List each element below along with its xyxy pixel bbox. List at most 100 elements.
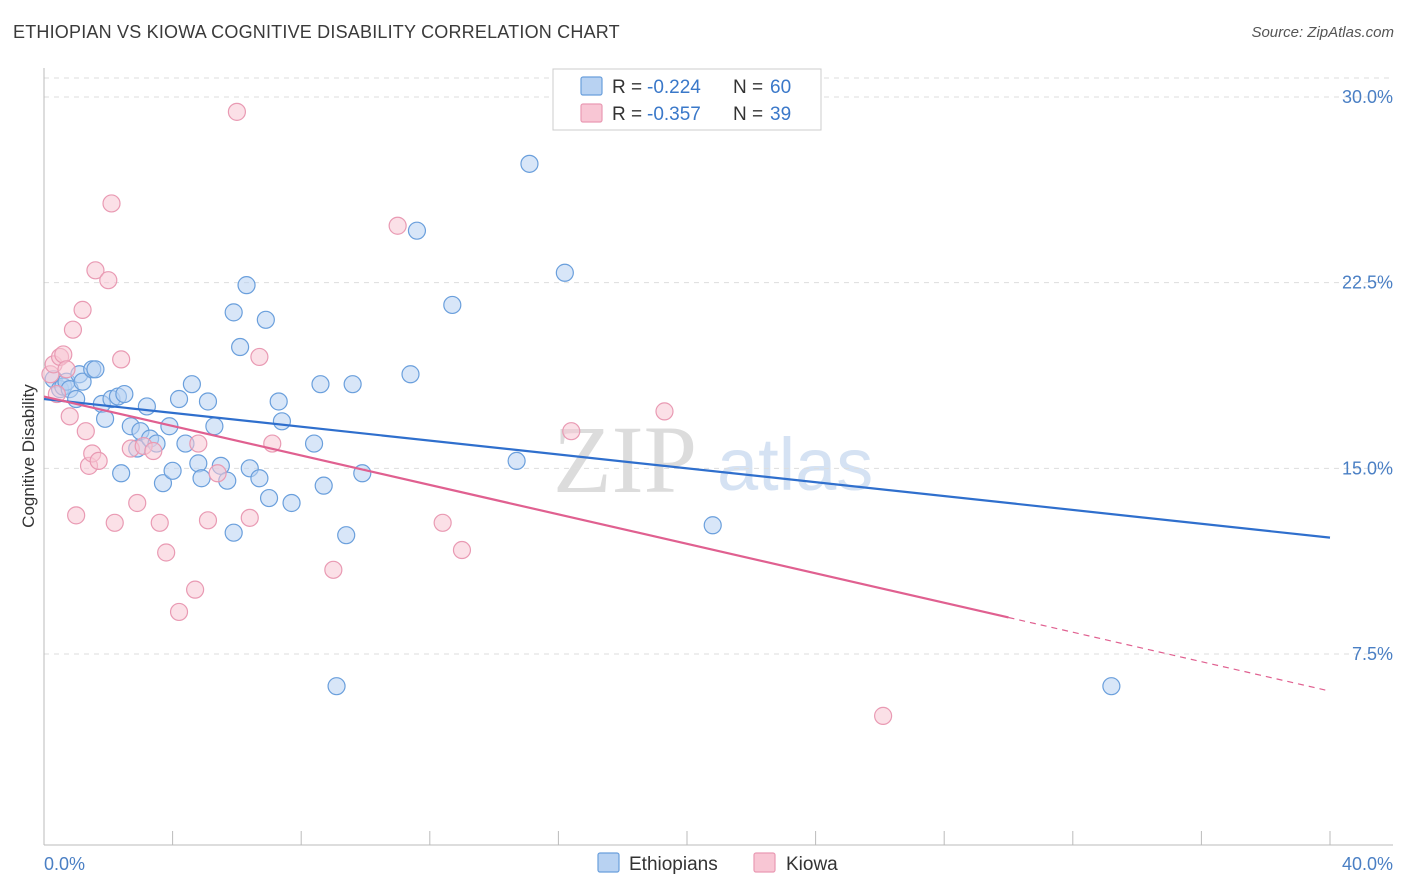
ethiopians-point: [182, 375, 201, 394]
kiowa-point: [452, 540, 472, 560]
kiowa-point: [433, 513, 452, 532]
legend: R = -0.224 N = 60 R = -0.357 N = 39: [552, 68, 822, 131]
ethiopians-point: [407, 221, 427, 240]
kiowa-point: [240, 508, 259, 527]
y-tick-label: 30.0%: [1342, 87, 1393, 107]
kiowa-point: [208, 464, 227, 483]
ethiopians-point: [269, 392, 288, 411]
ethiopians-point: [443, 295, 462, 315]
kiowa-point: [250, 347, 269, 367]
ethiopians-point: [507, 451, 526, 471]
legend-r-label-ethiopians: R =: [612, 77, 642, 98]
ethiopians-point: [272, 412, 292, 431]
kiowa-point: [388, 216, 407, 235]
y-tick-label: 15.0%: [1342, 458, 1393, 478]
watermark-zip: ZIP: [553, 406, 697, 513]
legend-r-label-kiowa: R =: [612, 104, 642, 125]
ethiopians-point: [224, 303, 243, 322]
ethiopians-point: [520, 154, 539, 173]
ethiopians-point: [224, 523, 243, 542]
kiowa-point: [112, 350, 131, 369]
kiowa-point: [186, 580, 205, 599]
ethiopians-point: [163, 461, 182, 480]
ethiopians-point: [703, 516, 722, 535]
bottom-legend: Ethiopians Kiowa: [597, 852, 838, 875]
kiowa-point: [105, 513, 124, 532]
legend-swatch-ethiopians: [580, 76, 603, 96]
ethiopians-point: [311, 375, 330, 394]
ethiopians-point: [337, 526, 356, 545]
ethiopians-point: [259, 488, 279, 508]
kiowa-point: [324, 560, 343, 579]
x-tick-label-min: 0.0%: [44, 854, 85, 874]
ethiopians-point: [1102, 677, 1121, 696]
kiowa-point: [157, 543, 176, 562]
x-ticks: [172, 831, 1331, 845]
y-tick-label: 7.5%: [1352, 644, 1393, 664]
chart-title: ETHIOPIAN VS KIOWA COGNITIVE DISABILITY …: [13, 22, 620, 42]
ethiopians-point: [189, 454, 208, 473]
ethiopians-point: [304, 434, 324, 453]
ethiopians-point: [555, 263, 574, 282]
ethiopians-point: [73, 372, 92, 391]
legend-n-label-ethiopians: N =: [733, 77, 763, 98]
kiowa-point: [144, 441, 163, 461]
ethiopians-point: [153, 474, 173, 493]
bottom-legend-swatch-ethiopians: [597, 852, 620, 873]
ethiopians-point: [231, 337, 250, 357]
kiowa-trend-line: [43, 395, 1009, 619]
ethiopians-point: [250, 469, 269, 488]
kiowa-point: [60, 407, 79, 426]
ethiopians-point: [137, 397, 156, 416]
kiowa-point: [169, 602, 189, 622]
axes: [43, 68, 1393, 846]
kiowa-point: [67, 506, 86, 525]
kiowa-point: [655, 402, 674, 421]
kiowa-point: [76, 422, 95, 441]
x-tick-label-max: 40.0%: [1342, 854, 1393, 874]
watermark: ZIP atlas: [553, 406, 873, 513]
watermark-atlas: atlas: [717, 423, 873, 506]
legend-n-value-ethiopians: 60: [770, 77, 791, 98]
kiowa-point: [128, 493, 147, 513]
ethiopians-point: [115, 384, 134, 404]
legend-r-value-ethiopians: -0.224: [647, 77, 701, 98]
kiowa-point: [89, 451, 108, 471]
ethiopians-point: [112, 464, 131, 483]
bottom-legend-label-kiowa: Kiowa: [786, 854, 838, 875]
kiowa-point: [57, 360, 76, 379]
legend-r-value-kiowa: -0.357: [647, 104, 701, 125]
kiowa-point: [198, 511, 218, 530]
bottom-legend-label-ethiopians: Ethiopians: [629, 854, 718, 875]
kiowa-point: [227, 102, 246, 121]
kiowa-point: [99, 271, 118, 290]
ethiopians-point: [282, 493, 301, 513]
kiowa-points: [41, 102, 893, 725]
kiowa-point: [150, 513, 169, 532]
legend-swatch-kiowa: [580, 103, 603, 123]
y-tick-labels: 7.5% 15.0% 22.5% 30.0%: [1342, 87, 1393, 664]
ethiopians-trend-line: [43, 397, 1331, 539]
bottom-legend-swatch-kiowa: [753, 852, 776, 873]
legend-n-label-kiowa: N =: [733, 104, 763, 125]
kiowa-point: [63, 320, 83, 339]
ethiopians-point: [198, 392, 218, 411]
y-axis-label: Cognitive Disability: [19, 384, 38, 528]
ethiopians-points: [44, 154, 1121, 696]
kiowa-point: [562, 422, 581, 441]
kiowa-point: [73, 300, 92, 319]
gridlines: [44, 77, 1393, 655]
ethiopians-point: [169, 389, 189, 409]
legend-n-value-kiowa: 39: [770, 104, 791, 125]
kiowa-point: [54, 345, 73, 364]
kiowa-point: [86, 261, 105, 280]
ethiopians-point: [401, 365, 420, 384]
ethiopians-point: [327, 677, 346, 696]
ethiopians-point: [192, 469, 211, 488]
ethiopians-point: [343, 375, 362, 394]
ethiopians-point: [314, 476, 333, 495]
ethiopians-point: [205, 417, 224, 436]
trend-lines: [43, 395, 1331, 692]
y-tick-label: 22.5%: [1342, 273, 1393, 293]
